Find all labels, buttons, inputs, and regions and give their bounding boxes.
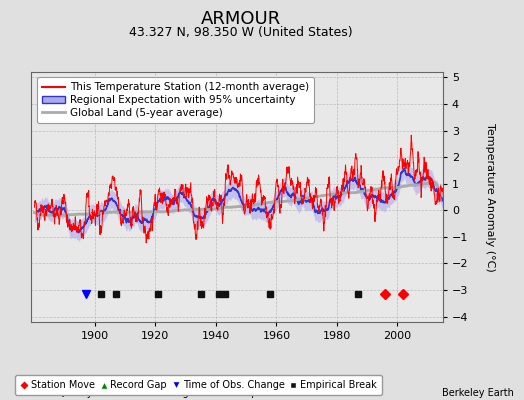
Text: 43.327 N, 98.350 W (United States): 43.327 N, 98.350 W (United States) bbox=[129, 26, 353, 39]
Legend: Station Move, Record Gap, Time of Obs. Change, Empirical Break: Station Move, Record Gap, Time of Obs. C… bbox=[15, 376, 381, 395]
Y-axis label: Temperature Anomaly (°C): Temperature Anomaly (°C) bbox=[485, 123, 495, 271]
Text: Data Quality Controlled and Aligned at Breakpoints: Data Quality Controlled and Aligned at B… bbox=[31, 388, 282, 398]
Legend: This Temperature Station (12-month average), Regional Expectation with 95% uncer: This Temperature Station (12-month avera… bbox=[37, 77, 314, 123]
Text: Berkeley Earth: Berkeley Earth bbox=[442, 388, 514, 398]
Text: ARMOUR: ARMOUR bbox=[201, 10, 281, 28]
